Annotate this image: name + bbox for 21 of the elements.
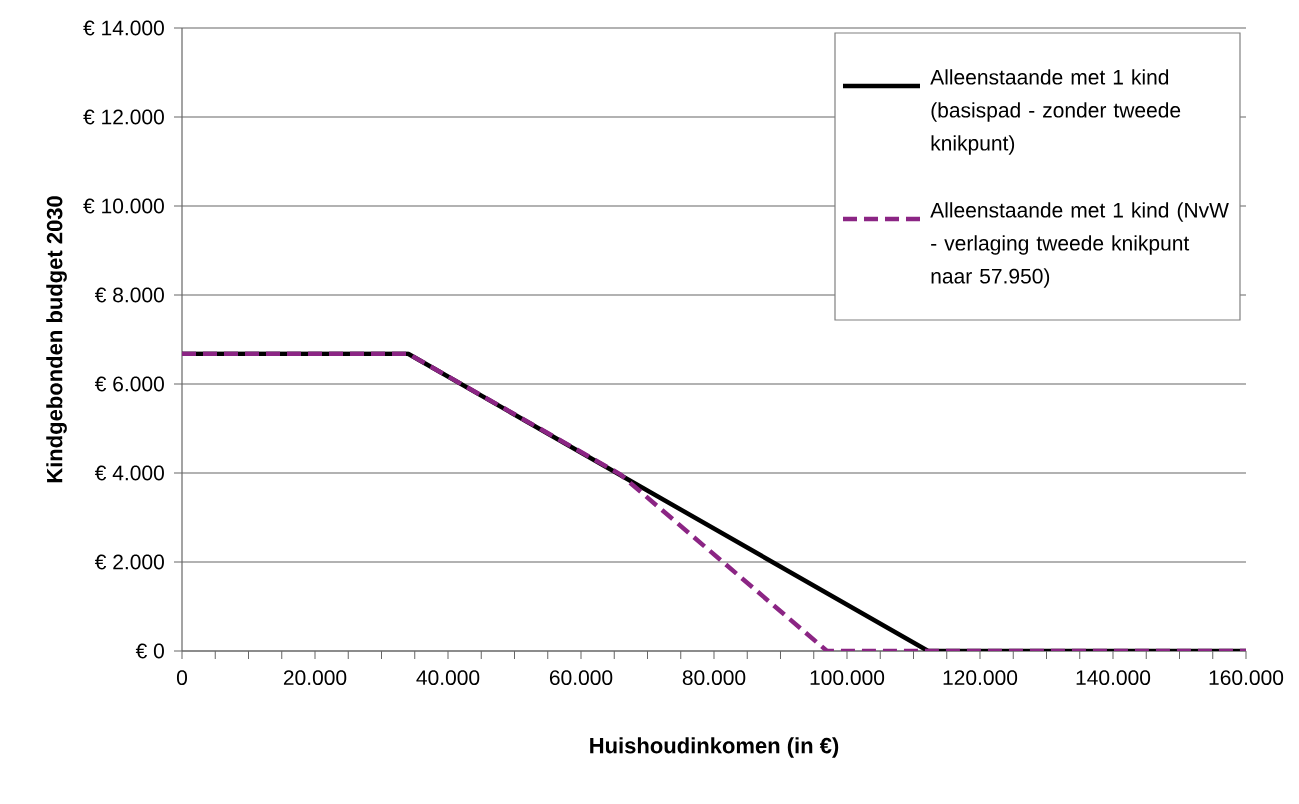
x-tick-label: 20.000 (283, 670, 347, 686)
y-tick-label: € 12.000 (83, 109, 164, 125)
y-tick-label: € 2.000 (94, 554, 164, 570)
x-tick-label: 160.000 (1209, 670, 1284, 686)
x-axis-title: Huishoudinkomen (in €) (590, 737, 839, 758)
x-tick-label: 120.000 (943, 670, 1018, 686)
x-tick-label: 140.000 (1076, 670, 1151, 686)
legend-label: Alleenstaande met 1 kind (NvW - verlaging tweede knikpunt naar 57.950) (930, 202, 1229, 288)
x-tick-label: 40.000 (416, 670, 480, 686)
y-tick-label: € 10.000 (83, 198, 164, 214)
y-tick-label: € 8.000 (94, 287, 164, 303)
x-tick-label: 100.000 (810, 670, 885, 686)
y-tick-label: € 4.000 (94, 465, 164, 481)
y-tick-label: € 14.000 (83, 20, 164, 36)
x-tick-label: 80.000 (682, 670, 746, 686)
y-axis-title: Kindgebonden budget 2030 (46, 196, 67, 483)
y-tick-label: € 6.000 (94, 376, 164, 392)
y-tick-label: € 0 (135, 643, 164, 659)
x-tick-label: 60.000 (549, 670, 613, 686)
x-tick-label: 0 (176, 670, 188, 686)
legend-label: Alleenstaande met 1 kind (basispad - zonder tweede knikpunt) (930, 69, 1181, 155)
